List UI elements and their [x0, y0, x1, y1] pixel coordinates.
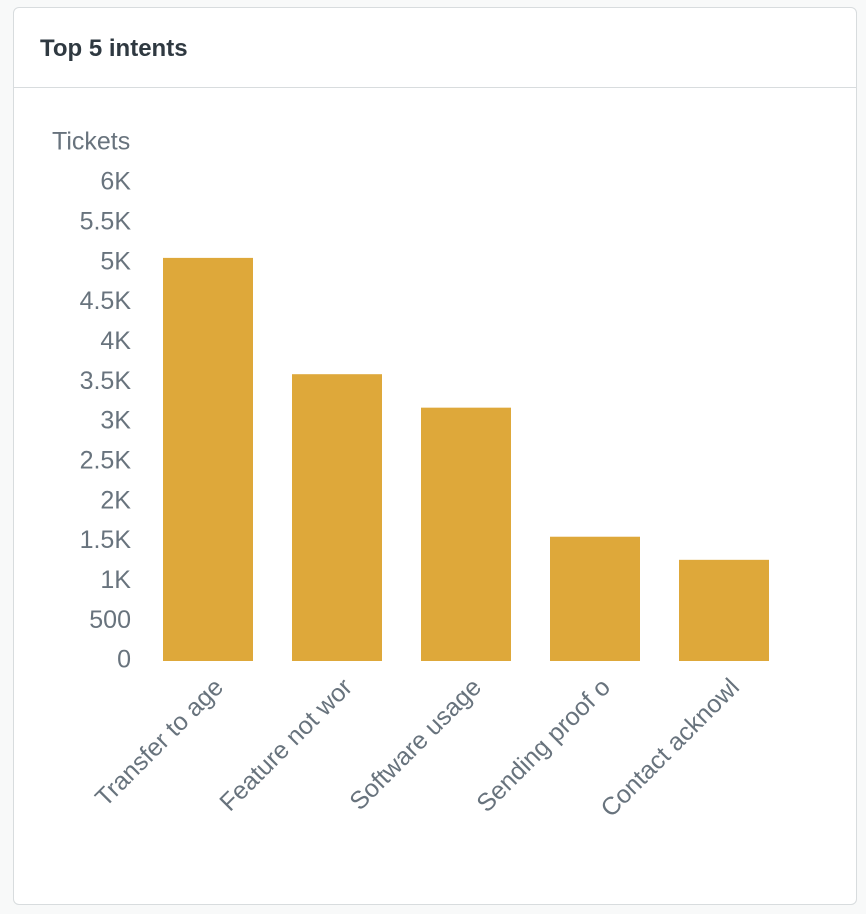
bar: [292, 374, 382, 661]
y-tick-label: 5K: [100, 247, 131, 275]
bar: [550, 536, 640, 661]
y-tick-label: 500: [89, 606, 131, 634]
y-axis-title: Tickets: [52, 128, 130, 156]
x-tick-label: Feature not wor: [214, 673, 358, 817]
y-tick-label: 1K: [100, 566, 131, 594]
y-tick-label: 4K: [100, 327, 131, 355]
x-tick-label: Software usage: [344, 673, 487, 816]
bar: [421, 407, 511, 661]
y-tick-label: 2K: [100, 486, 131, 514]
y-tick-label: 6K: [100, 168, 131, 196]
y-tick-label: 3K: [100, 407, 131, 435]
y-tick-label: 1.5K: [80, 526, 132, 554]
bar: [163, 257, 253, 661]
card-header: Top 5 intents: [14, 8, 856, 88]
x-tick-label: Transfer to age: [90, 673, 229, 812]
bar: [679, 559, 769, 661]
y-tick-label: 2.5K: [80, 446, 132, 474]
y-tick-label: 5.5K: [80, 207, 132, 235]
x-tick-label: Sending proof o: [471, 673, 616, 818]
y-tick-label: 3.5K: [80, 367, 132, 395]
x-tick-label: Contact acknowl: [595, 673, 745, 823]
y-tick-label: 4.5K: [80, 287, 132, 315]
card-title: Top 5 intents: [40, 35, 188, 62]
y-tick-label: 0: [117, 646, 131, 674]
